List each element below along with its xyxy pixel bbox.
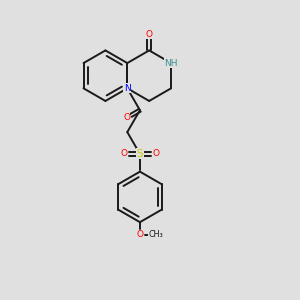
Text: CH₃: CH₃ [148, 230, 163, 239]
Text: O: O [153, 149, 160, 158]
Text: O: O [123, 113, 130, 122]
Text: NH: NH [164, 58, 178, 68]
Text: O: O [146, 30, 153, 39]
Text: O: O [136, 230, 143, 239]
Text: N: N [124, 84, 131, 93]
Text: S: S [136, 149, 143, 159]
Text: O: O [120, 149, 127, 158]
